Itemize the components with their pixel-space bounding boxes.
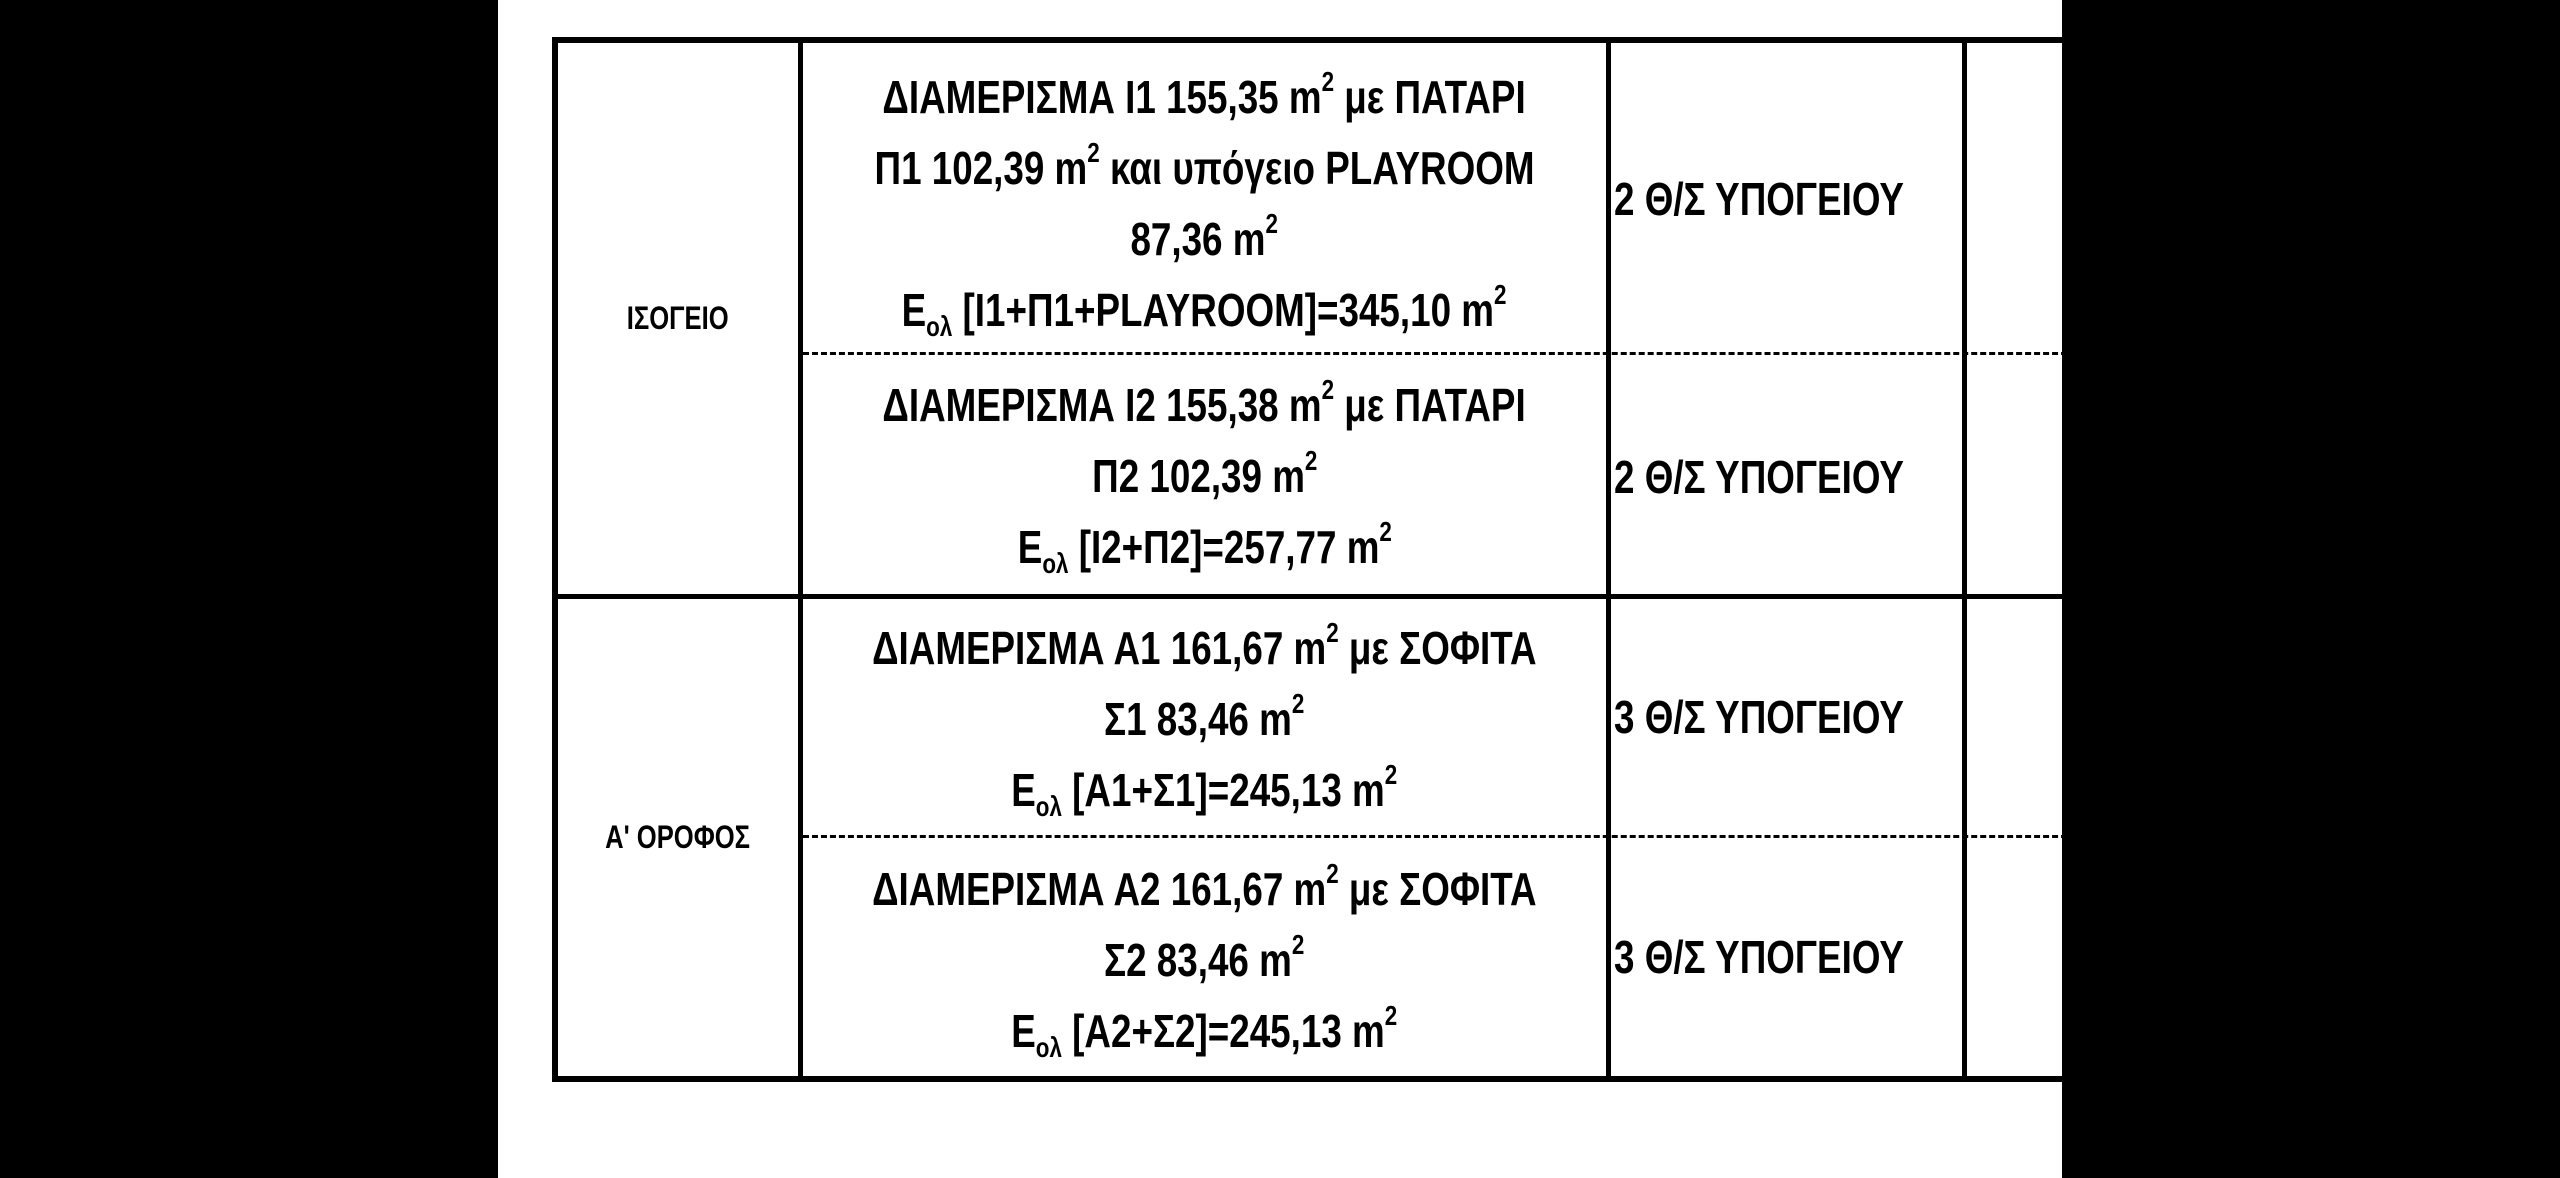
superscript: 2	[1087, 136, 1100, 168]
column-divider	[798, 37, 803, 1082]
table-border-bottom	[552, 1076, 2062, 1082]
text: [Α2+Σ2]=245,13 m	[1062, 1004, 1386, 1057]
text: με ΠΑΤΑΡΙ	[1334, 70, 1527, 123]
text: ΔΙΑΜΕΡΙΣΜΑ Ι2 155,38 m	[882, 378, 1323, 431]
superscript: 2	[1379, 515, 1392, 547]
unit-cell: ΔΙΑΜΕΡΙΣΜΑ Ι2 155,38 m2 με ΠΑΤΑΡΙ Π2 102,…	[803, 360, 1606, 592]
superscript: 2	[1322, 373, 1335, 405]
superscript: 2	[1494, 278, 1507, 310]
unit-description-line: Π2 102,39 m2	[1092, 441, 1317, 512]
unit-description-line: ΔΙΑΜΕΡΙΣΜΑ Α1 161,67 m2 με ΣΟΦΙΤΑ	[872, 613, 1537, 684]
text: Π2 102,39 m	[1091, 449, 1305, 502]
text: E	[902, 283, 927, 336]
superscript: 2	[1326, 857, 1339, 889]
text: ΔΙΑΜΕΡΙΣΜΑ Α2 161,67 m	[872, 862, 1327, 915]
unit-cell: ΔΙΑΜΕΡΙΣΜΑ Α2 161,67 m2 με ΣΟΦΙΤΑ Σ2 83,4…	[803, 844, 1606, 1076]
superscript: 2	[1385, 999, 1398, 1031]
parking-label: 2 Θ/Σ ΥΠΟΓΕΙΟΥ	[1614, 451, 1904, 503]
subscript: ολ	[1036, 791, 1063, 822]
unit-description-line: Σ2 83,46 m2	[1104, 925, 1304, 996]
unit-description-line: Σ1 83,46 m2	[1104, 684, 1304, 755]
unit-cell: ΔΙΑΜΕΡΙΣΜΑ Ι1 155,35 m2 με ΠΑΤΑΡΙ Π1 102,…	[803, 55, 1606, 352]
text: [Ι1+Π1+PLAYROOM]=345,10 m	[952, 283, 1495, 336]
text: E	[1011, 764, 1037, 816]
superscript: 2	[1385, 759, 1398, 790]
floor-label: Α' ΟΡΟΦΟΣ	[605, 819, 751, 855]
parking-label: 3 Θ/Σ ΥΠΟΓΕΙΟΥ	[1614, 931, 1904, 983]
document-page: ΙΣΟΓΕΙΟ Α' ΟΡΟΦΟΣ ΔΙΑΜΕΡΙΣΜΑ Ι1 155,35 m…	[498, 0, 2062, 1178]
text: Σ1 83,46 m	[1104, 693, 1293, 745]
column-divider	[1606, 37, 1611, 1082]
text: ΔΙΑΜΕΡΙΣΜΑ Ι1 155,35 m	[882, 70, 1323, 123]
table-border-left	[552, 37, 558, 1082]
superscript: 2	[1292, 928, 1305, 960]
unit-description-line: ΔΙΑΜΕΡΙΣΜΑ Ι2 155,38 m2 με ΠΑΤΑΡΙ	[883, 370, 1526, 441]
unit-description-line: ΔΙΑΜΕΡΙΣΜΑ Ι1 155,35 m2 με ΠΑΤΑΡΙ	[883, 62, 1526, 133]
parking-label: 2 Θ/Σ ΥΠΟΓΕΙΟΥ	[1614, 173, 1904, 225]
text: [Ι2+Π2]=257,77 m	[1068, 520, 1380, 573]
subscript: ολ	[1041, 547, 1069, 579]
superscript: 2	[1322, 65, 1335, 97]
text: 87,36 m	[1130, 212, 1266, 265]
floor-cell: ΙΣΟΓΕΙΟ	[558, 43, 798, 594]
text: Π1 102,39 m	[874, 141, 1088, 194]
superscript: 2	[1265, 207, 1279, 239]
text: Σ2 83,46 m	[1104, 933, 1293, 986]
unit-description-line: ΔΙΑΜΕΡΙΣΜΑ Α2 161,67 m2 με ΣΟΦΙΤΑ	[872, 854, 1537, 925]
subscript: ολ	[926, 310, 953, 342]
unit-description-line: Eολ [Ι1+Π1+PLAYROOM]=345,10 m2	[902, 275, 1507, 346]
text: ΔΙΑΜΕΡΙΣΜΑ Α1 161,67 m	[872, 622, 1327, 674]
text: με ΣΟΦΙΤΑ	[1338, 862, 1537, 915]
text: με ΠΑΤΑΡΙ	[1334, 378, 1527, 431]
floor-cell: Α' ΟΡΟΦΟΣ	[558, 599, 798, 1076]
row-divider-dashed	[803, 835, 2062, 838]
unit-description-line: Eολ [Ι2+Π2]=257,77 m2	[1017, 512, 1391, 583]
superscript: 2	[1326, 617, 1339, 648]
superscript: 2	[1292, 688, 1305, 719]
superscript: 2	[1304, 444, 1318, 476]
column-divider	[1962, 37, 1967, 1082]
text: με ΣΟΦΙΤΑ	[1338, 622, 1537, 674]
unit-description-line: 87,36 m2	[1131, 204, 1279, 275]
table-border-top	[552, 37, 2062, 43]
subscript: ολ	[1036, 1031, 1063, 1063]
text: E	[1011, 1004, 1037, 1057]
text: και υπόγειο PLAYROOM	[1099, 141, 1535, 194]
table-border-middle	[552, 594, 2062, 599]
unit-description-line: Π1 102,39 m2 και υπόγειο PLAYROOM	[875, 133, 1535, 204]
floor-label: ΙΣΟΓΕΙΟ	[627, 300, 729, 336]
row-divider-dashed	[803, 352, 2062, 355]
text: E	[1017, 520, 1042, 573]
unit-description-line: Eολ [Α1+Σ1]=245,13 m2	[1012, 755, 1398, 826]
unit-description-line: Eολ [Α2+Σ2]=245,13 m2	[1012, 996, 1398, 1067]
parking-label: 3 Θ/Σ ΥΠΟΓΕΙΟΥ	[1614, 691, 1904, 743]
unit-cell: ΔΙΑΜΕΡΙΣΜΑ Α1 161,67 m2 με ΣΟΦΙΤΑ Σ1 83,4…	[803, 604, 1606, 835]
text: [Α1+Σ1]=245,13 m	[1062, 764, 1386, 816]
